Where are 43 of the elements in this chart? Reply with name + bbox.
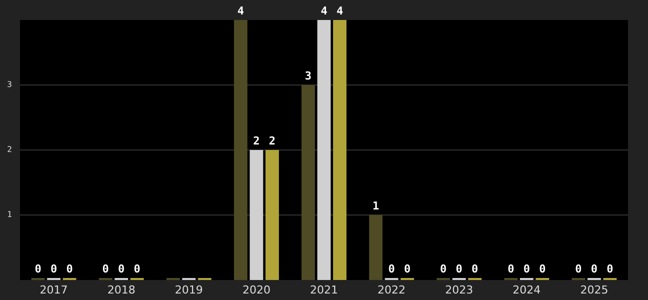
data-label: 4 — [336, 4, 344, 18]
x-tick-label: 2021 — [310, 283, 338, 296]
data-label: 0 — [575, 262, 582, 276]
bar — [302, 85, 315, 280]
x-tick-label: 2023 — [445, 283, 474, 296]
x-tick-label: 2022 — [378, 283, 406, 296]
x-tick-label: 2020 — [242, 283, 270, 296]
data-label: 0 — [472, 262, 478, 276]
data-label: 0 — [134, 262, 140, 276]
data-label: 0 — [508, 262, 514, 276]
x-tick-label: 2018 — [107, 283, 136, 296]
data-label: 1 — [372, 199, 380, 212]
y-tick-label: 2 — [7, 145, 12, 154]
data-label: 4 — [237, 4, 244, 18]
data-label: 0 — [50, 262, 58, 276]
data-label: 0 — [440, 262, 447, 276]
data-label: 0 — [523, 262, 530, 276]
x-tick-label: 2024 — [512, 283, 541, 296]
bar — [369, 215, 382, 280]
bar — [317, 20, 331, 280]
y-tick-label: 1 — [7, 210, 12, 220]
bar — [266, 150, 279, 280]
data-label: 0 — [34, 262, 42, 276]
data-label: 2 — [268, 134, 276, 148]
data-label: 4 — [320, 4, 328, 18]
x-tick-label: 2025 — [580, 283, 608, 296]
data-label: 0 — [590, 262, 598, 276]
bar — [234, 20, 248, 280]
y-tick-label: 3 — [7, 80, 12, 90]
data-label: 0 — [539, 262, 546, 276]
data-label: 0 — [404, 262, 411, 276]
data-label: 2 — [253, 134, 260, 148]
data-label: 3 — [304, 69, 312, 82]
data-label: 0 — [606, 262, 614, 276]
data-label: 0 — [102, 262, 109, 276]
x-tick-label: 2019 — [174, 283, 203, 296]
data-label: 0 — [118, 262, 125, 276]
data-label: 0 — [456, 262, 462, 276]
data-label: 0 — [66, 262, 73, 276]
data-label: 0 — [388, 262, 395, 276]
bar — [250, 150, 264, 280]
bar — [333, 20, 346, 280]
x-tick-label: 2017 — [40, 283, 68, 296]
